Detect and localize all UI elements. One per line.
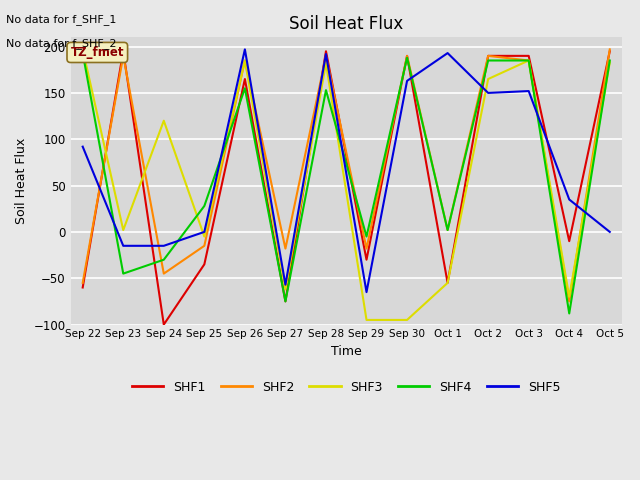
Text: TZ_fmet: TZ_fmet	[70, 46, 124, 59]
Text: No data for f_SHF_1: No data for f_SHF_1	[6, 14, 116, 25]
Legend: SHF1, SHF2, SHF3, SHF4, SHF5: SHF1, SHF2, SHF3, SHF4, SHF5	[127, 376, 565, 399]
Y-axis label: Soil Heat Flux: Soil Heat Flux	[15, 138, 28, 224]
Title: Soil Heat Flux: Soil Heat Flux	[289, 15, 403, 33]
Text: No data for f_SHF_2: No data for f_SHF_2	[6, 38, 117, 49]
X-axis label: Time: Time	[331, 345, 362, 358]
